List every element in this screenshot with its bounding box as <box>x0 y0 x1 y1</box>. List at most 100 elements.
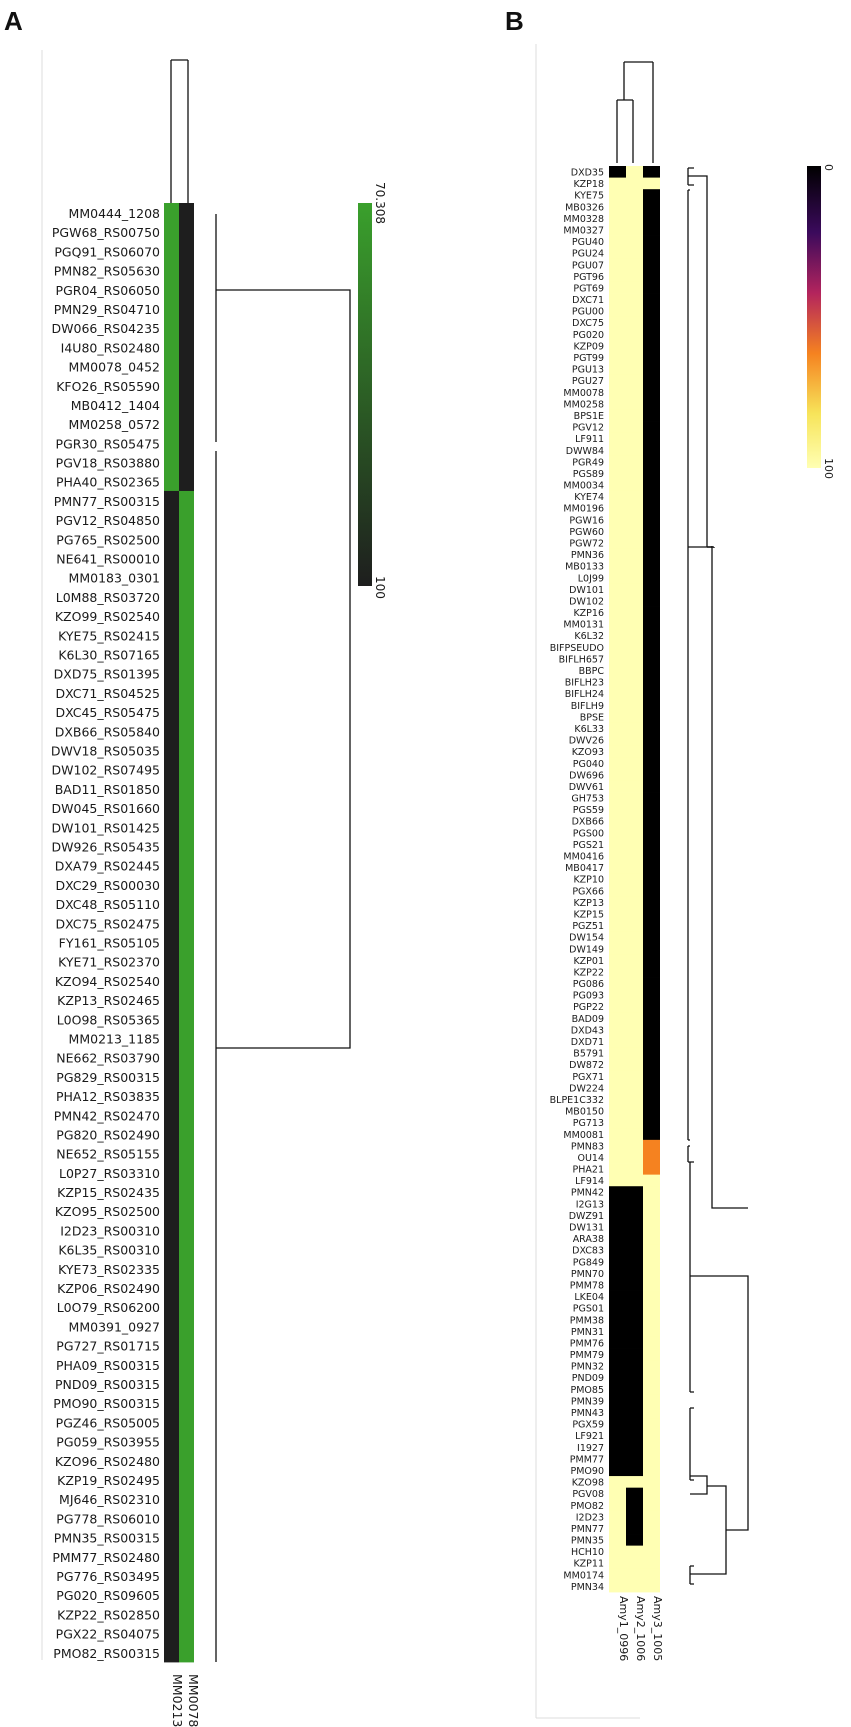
panel-a-cell <box>179 1124 194 1145</box>
panel-b-cell <box>643 1174 660 1187</box>
panel-a-cell <box>179 606 194 626</box>
panel-b-cell <box>643 977 660 990</box>
panel-b-cell <box>609 1058 626 1071</box>
panel-b-cell <box>643 1545 660 1558</box>
panel-b-row-label: KZP10 <box>573 875 604 886</box>
panel-b-cell <box>626 1348 643 1361</box>
panel-b-row-label: PGS01 <box>573 1304 604 1315</box>
panel-a-row-label: DXC45_RS05475 <box>55 705 160 720</box>
panel-b-cell <box>643 1348 660 1361</box>
panel-b-cell <box>643 293 660 306</box>
panel-a-row-label: NE641_RS00010 <box>56 552 160 567</box>
panel-b-column-label-2: Amy2_1006 <box>634 1596 647 1661</box>
panel-a-row-label: NE662_RS03790 <box>56 1051 160 1066</box>
panel-a-cell <box>164 1009 179 1029</box>
panel-b-row-label: PGU13 <box>572 365 604 376</box>
panel-b-cell <box>626 989 643 1002</box>
panel-a-cell <box>179 1009 194 1029</box>
panel-b-cell <box>626 1012 643 1025</box>
panel-b-cell <box>626 409 643 422</box>
panel-b-cell <box>643 1313 660 1326</box>
panel-a-row-label: NE652_RS05155 <box>56 1147 160 1162</box>
panel-b-row-label: PGU27 <box>572 376 604 387</box>
panel-a-row-label: PG020_RS09605 <box>56 1588 160 1603</box>
panel-b-cell <box>626 1360 643 1373</box>
panel-b-row-label: PGV12 <box>572 423 604 434</box>
panel-b-row-label: PGU24 <box>572 249 604 260</box>
panel-b-cell <box>643 560 660 573</box>
panel-a-cell <box>179 337 194 357</box>
panel-b-column-label-3: Amy3_1005 <box>651 1596 664 1661</box>
panel-b-cell <box>643 954 660 967</box>
panel-b-row-label: PGT69 <box>573 283 604 294</box>
panel-a-row-label: K6L35_RS00310 <box>58 1243 160 1258</box>
panel-b-cell <box>643 1047 660 1060</box>
panel-b-row-label: PGP22 <box>573 1002 604 1013</box>
panel-b-cell <box>609 571 626 584</box>
panel-b-cell <box>609 432 626 445</box>
panel-a-cell <box>164 337 179 357</box>
panel-b-row-label: PGU00 <box>572 307 604 318</box>
panel-b-cell <box>626 467 643 480</box>
panel-a-cell <box>164 1105 179 1125</box>
panel-b-cell <box>609 189 626 202</box>
panel-a-cell <box>179 1162 194 1183</box>
panel-a-cell <box>179 1047 194 1068</box>
panel-a-cell <box>179 1105 194 1125</box>
panel-b-cell <box>609 954 626 967</box>
panel-b-row-label: I2D23 <box>576 1512 604 1523</box>
panel-a-row-label: PG820_RS02490 <box>56 1127 160 1142</box>
panel-b-cell <box>643 965 660 978</box>
panel-b-cell <box>626 919 643 932</box>
panel-b-row-label: PMM76 <box>570 1338 604 1349</box>
panel-b-row-label: MM0327 <box>563 225 604 236</box>
panel-b-row-label: PMN35 <box>571 1536 604 1547</box>
panel-b-cell <box>626 1406 643 1419</box>
panel-b-cell <box>609 1325 626 1338</box>
panel-b-cell <box>609 734 626 747</box>
panel-b-row-label: BIFLH657 <box>559 654 604 665</box>
panel-b-cell <box>609 676 626 689</box>
panel-b-cell <box>643 629 660 642</box>
panel-b-cell <box>609 548 626 561</box>
panel-a-cell <box>179 1086 194 1106</box>
panel-a-row-label: PGR30_RS05475 <box>56 436 160 451</box>
panel-a-row-label: DW066_RS04235 <box>52 321 160 336</box>
panel-b-cell <box>626 1267 643 1280</box>
panel-b-cell <box>626 490 643 503</box>
panel-a-cell <box>179 663 194 684</box>
panel-b-cell <box>643 270 660 283</box>
panel-b-row-label: DXD35 <box>571 168 604 179</box>
panel-a-row-label: KZO99_RS02540 <box>55 609 160 624</box>
panel-a-cell <box>179 529 194 549</box>
panel-b-row-label: KZP13 <box>573 898 604 909</box>
panel-b-row-label: BAD09 <box>572 1014 604 1025</box>
panel-b-cell <box>609 293 626 306</box>
panel-a-row-label: PMN77_RS00315 <box>54 494 160 509</box>
panel-a-cell <box>179 1623 194 1644</box>
panel-b-cell <box>609 780 626 793</box>
panel-b-cell <box>626 745 643 758</box>
panel-a-row-label: MM0444_1208 <box>69 206 160 221</box>
panel-b-cell <box>643 1476 660 1489</box>
panel-b-cell <box>609 1035 626 1048</box>
panel-b-row-label: PMM78 <box>570 1280 604 1291</box>
panel-b-cell <box>609 1557 626 1570</box>
panel-a-row-label: MM0391_0927 <box>69 1319 160 1334</box>
panel-b-row-label: PMN77 <box>571 1524 604 1535</box>
panel-b-cell <box>643 873 660 886</box>
panel-b-cell <box>626 1197 643 1210</box>
panel-b-cell <box>643 583 660 596</box>
panel-b-cell <box>626 629 643 642</box>
panel-b-cell <box>643 664 660 677</box>
panel-b-letter: B <box>505 6 524 36</box>
panel-a-row-label: MM0258_0572 <box>69 417 160 432</box>
panel-b-heatmap <box>609 166 660 1593</box>
panel-b-cell <box>643 351 660 364</box>
panel-b-cell <box>609 1313 626 1326</box>
panel-b-cell <box>643 1394 660 1407</box>
panel-b-cell <box>643 1023 660 1036</box>
panel-b-cell <box>626 386 643 399</box>
panel-b-cell <box>643 1360 660 1373</box>
panel-a-row-label: PGV18_RS03880 <box>56 456 160 471</box>
